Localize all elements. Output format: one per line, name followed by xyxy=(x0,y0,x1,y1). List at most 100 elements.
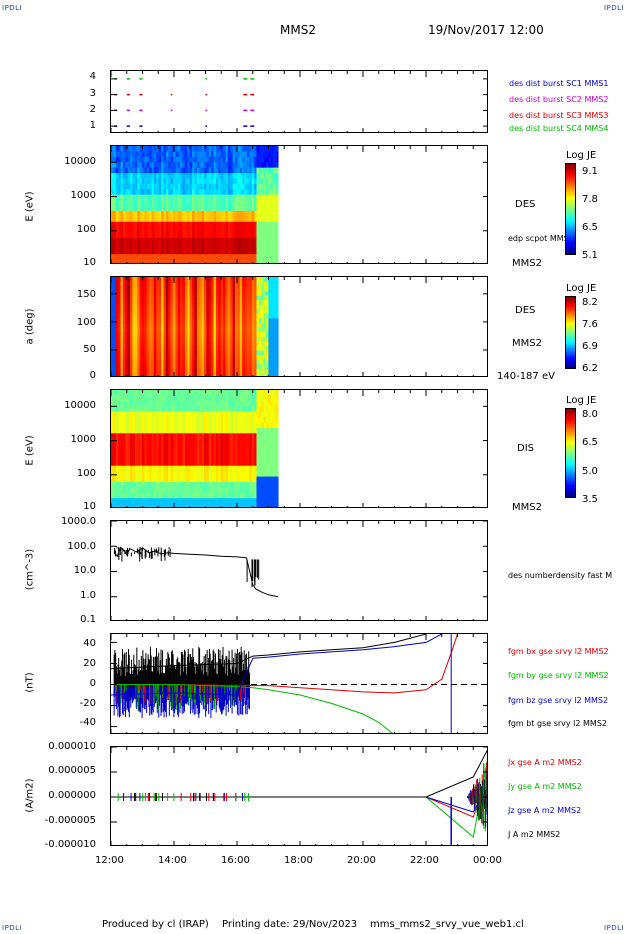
spectrogram-cell xyxy=(111,427,114,434)
spectrogram-cell xyxy=(266,318,270,324)
spectrogram-cell xyxy=(189,364,193,370)
spectrogram-cell xyxy=(223,364,227,370)
spectrogram-cell xyxy=(275,286,279,292)
spectrogram-cell xyxy=(122,322,126,329)
spectrogram-cell xyxy=(130,498,134,505)
spectrogram-cell xyxy=(192,359,196,365)
spectrogram-cell xyxy=(118,460,122,467)
spectrogram-cell xyxy=(149,481,153,488)
spectrogram-cell xyxy=(146,216,150,223)
spectrogram-cell xyxy=(146,277,150,283)
spectrogram-cell xyxy=(254,156,258,163)
spectrogram-cell xyxy=(153,216,157,223)
spectrogram-cell xyxy=(177,216,181,223)
spectrogram-cell xyxy=(232,156,236,163)
spectrogram-cell xyxy=(161,290,165,296)
spectrogram-cell xyxy=(192,248,196,255)
spectrogram-cell xyxy=(139,200,143,207)
spectrogram-cell xyxy=(163,304,167,310)
spectrogram-cell xyxy=(227,210,231,217)
spectrogram-cell xyxy=(213,254,217,261)
spectrogram-cell xyxy=(215,327,219,333)
spectrogram-cell xyxy=(184,205,188,212)
spectrogram-cell xyxy=(111,232,114,239)
spectrogram-cell xyxy=(256,327,260,333)
spectrogram-cell xyxy=(246,492,250,499)
spectrogram-cell xyxy=(237,210,241,217)
spectrogram-cell xyxy=(151,471,155,478)
spectrogram-cell xyxy=(256,433,260,440)
spectrogram-cell xyxy=(232,313,236,319)
spectrogram-cell xyxy=(173,173,176,180)
spectrogram-cell xyxy=(199,400,203,407)
spectrogram-cell xyxy=(125,355,129,361)
spectrogram-cell xyxy=(153,427,157,434)
spectrogram-cell xyxy=(204,454,207,461)
spectrogram-cell xyxy=(275,167,279,174)
spectrogram-cell xyxy=(223,322,227,329)
spectrogram-cell xyxy=(130,433,134,440)
spectrogram-cell xyxy=(275,178,279,185)
spectrogram-cell xyxy=(132,341,136,347)
spectrogram-cell xyxy=(227,355,231,361)
spectrogram-cell xyxy=(275,449,279,456)
spectrogram-cell xyxy=(161,471,165,478)
spectrogram-cell xyxy=(120,243,124,250)
spectrogram-cell xyxy=(213,243,217,250)
spectrogram-cell xyxy=(161,368,165,375)
spectrogram-cell xyxy=(153,433,157,440)
spectrogram-cell xyxy=(215,216,219,223)
spectrogram-cell xyxy=(139,395,143,402)
spectrogram-cell xyxy=(258,248,262,255)
spectrogram-cell xyxy=(180,318,184,324)
spectrogram-cell xyxy=(201,189,205,196)
spectrogram-cell xyxy=(199,304,203,310)
spectrogram-cell xyxy=(137,173,141,180)
spectrogram-cell xyxy=(261,350,265,356)
spectrogram-cell xyxy=(201,221,205,228)
spectrogram-cell xyxy=(201,248,205,255)
spectrogram-cell xyxy=(139,411,143,418)
spectrogram-cell xyxy=(223,183,227,190)
spectrogram-cell xyxy=(254,350,258,356)
spectrogram-cell xyxy=(142,336,145,342)
spectrogram-cell xyxy=(261,433,265,440)
spectrogram-cell xyxy=(163,227,167,234)
spectrogram-cell xyxy=(215,390,219,397)
spectrogram-cell xyxy=(156,146,160,153)
spectrogram-cell xyxy=(142,322,145,329)
spectrogram-cell xyxy=(199,359,203,365)
spectrogram-cell xyxy=(242,422,246,429)
spectrogram-cell xyxy=(182,359,186,365)
spectrogram-cell xyxy=(180,460,184,467)
spectrogram-cell xyxy=(127,364,131,370)
spectrogram-cell xyxy=(118,454,122,461)
spectrogram-cell xyxy=(225,286,229,292)
spectrogram-cell xyxy=(194,304,198,310)
spectrogram-cell xyxy=(261,438,265,445)
spectrogram-cell xyxy=(270,471,274,478)
spectrogram-cell xyxy=(156,299,160,306)
spectrogram-cell xyxy=(137,237,141,244)
spectrogram-cell xyxy=(254,254,258,261)
spectrogram-cell xyxy=(173,395,176,402)
spectrogram-cell xyxy=(151,487,155,494)
spectrogram-cell xyxy=(220,341,224,347)
spectrogram-cell xyxy=(208,173,212,180)
spectrogram-cell xyxy=(132,465,136,472)
spectrogram-cell xyxy=(142,151,145,158)
spectrogram-cell xyxy=(215,156,219,163)
spectrogram-cell xyxy=(156,248,160,255)
spectrogram-cell xyxy=(182,156,186,163)
spectrogram-cell xyxy=(125,309,129,315)
spectrogram-cell xyxy=(251,243,255,250)
spectrogram-cell xyxy=(122,355,126,361)
spectrogram-cell xyxy=(194,406,198,413)
spectrogram-cell xyxy=(142,210,145,217)
spectrogram-cell xyxy=(220,210,224,217)
spectrogram-cell xyxy=(149,167,153,174)
spectrogram-cell xyxy=(168,194,172,201)
spectrogram-cell xyxy=(237,427,241,434)
spectrogram-cell xyxy=(206,254,210,261)
spectrogram-cell xyxy=(275,281,279,287)
